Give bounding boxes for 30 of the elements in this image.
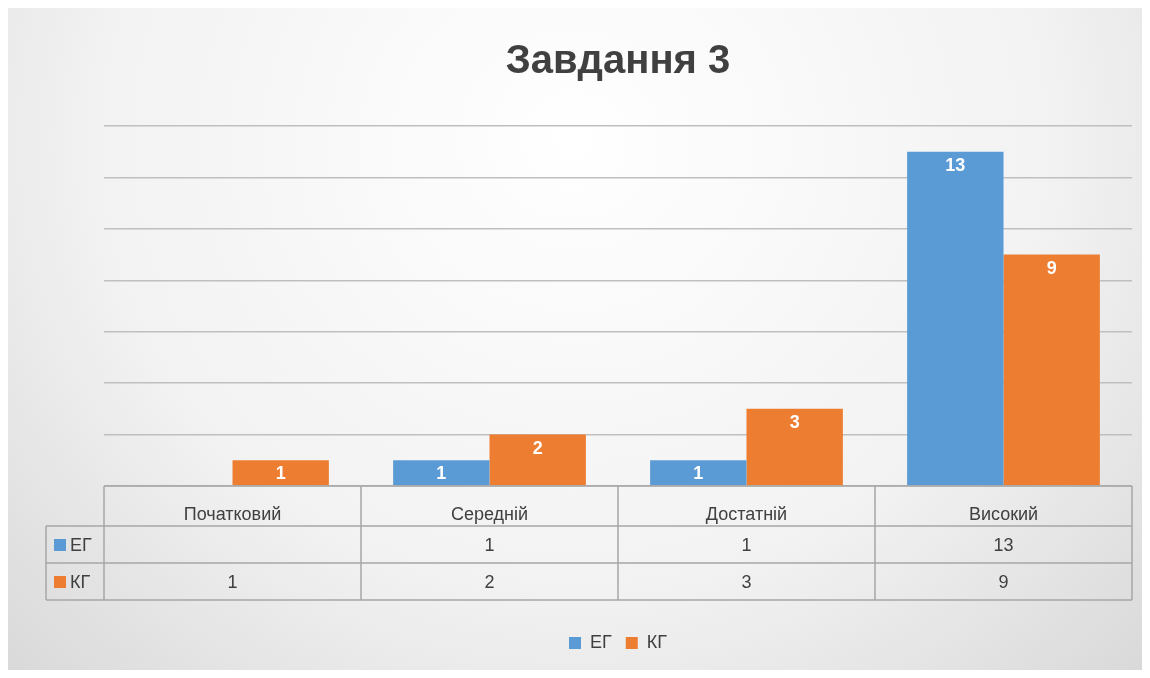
data-label: 3 <box>789 411 800 432</box>
text: 1 <box>226 570 239 593</box>
data-label: 2 <box>532 437 543 458</box>
chart-title: Завдання 3 <box>505 37 731 82</box>
x-tick-label: Середній <box>450 503 529 524</box>
bar <box>1003 254 1100 486</box>
data-label: 1 <box>436 463 447 484</box>
x-tick-label: Початковий <box>183 503 282 524</box>
legend-label: ЕГ <box>590 631 613 652</box>
text: 1 <box>483 533 496 556</box>
data-label: 1 <box>693 463 704 484</box>
x-tick-label: Високий <box>968 503 1039 524</box>
x-tick-label: Достатній <box>705 503 788 524</box>
data-label: 13 <box>945 154 966 175</box>
text: 9 <box>997 570 1010 593</box>
text: 3 <box>740 570 753 593</box>
bar <box>489 434 586 486</box>
bar <box>232 460 329 486</box>
legend-label: КГ <box>646 631 668 652</box>
data-label: 1 <box>275 463 286 484</box>
text: КГ <box>70 571 91 592</box>
text: ЕГ <box>70 534 92 555</box>
bar <box>650 460 747 486</box>
bar <box>907 151 1004 486</box>
text: 13 <box>992 533 1015 556</box>
text: 1 <box>740 533 753 556</box>
bar <box>746 408 843 486</box>
text: 2 <box>483 570 496 593</box>
bar <box>393 460 490 486</box>
data-label: 9 <box>1046 257 1057 278</box>
